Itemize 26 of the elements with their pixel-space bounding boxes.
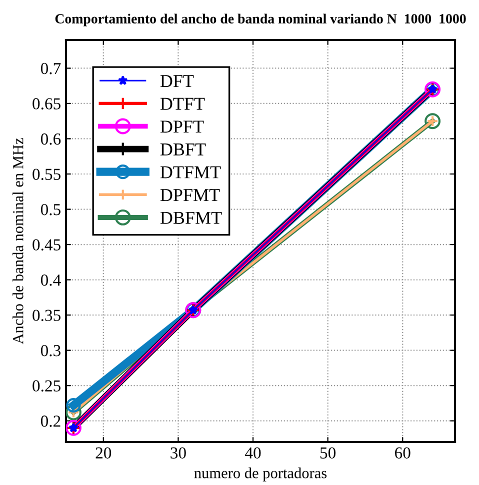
y-tick-label: 0.4 <box>40 274 61 286</box>
y-tick-label: 0.7 <box>40 62 61 74</box>
legend-label: DTFMT <box>160 166 221 178</box>
y-tick-label: 0.6 <box>40 133 61 145</box>
x-tick-label: 50 <box>320 447 336 459</box>
x-tick-label: 40 <box>245 447 261 459</box>
x-tick-label: 60 <box>395 447 410 459</box>
y-tick-label: 0.5 <box>40 204 60 216</box>
x-axis-title: numero de portadoras <box>194 468 327 482</box>
legend-label: DTFT <box>160 98 205 110</box>
y-axis-title: Ancho de banda nominal en MHz <box>12 138 24 344</box>
y-tick-label: 0.35 <box>32 310 60 322</box>
y-tick-label: 0.3 <box>40 345 60 356</box>
y-tick-label: 0.2 <box>40 416 60 427</box>
y-tick-label: 0.25 <box>32 380 60 392</box>
legend-label: DPFT <box>160 120 204 133</box>
x-tick-label: 20 <box>96 447 112 459</box>
chart-title: Comportamiento del ancho de banda nominal variando N 1000 1000 <box>55 14 466 26</box>
legend-label: DPFMT <box>160 189 220 201</box>
y-tick-label: 0.65 <box>32 98 60 110</box>
legend-label: DFT <box>160 75 194 87</box>
y-tick-label: 0.55 <box>32 168 60 180</box>
y-tick-label: 0.45 <box>32 239 60 251</box>
x-tick-label: 30 <box>170 447 186 459</box>
legend-label: DBFMT <box>160 212 222 224</box>
legend-label: DBFT <box>160 144 206 156</box>
